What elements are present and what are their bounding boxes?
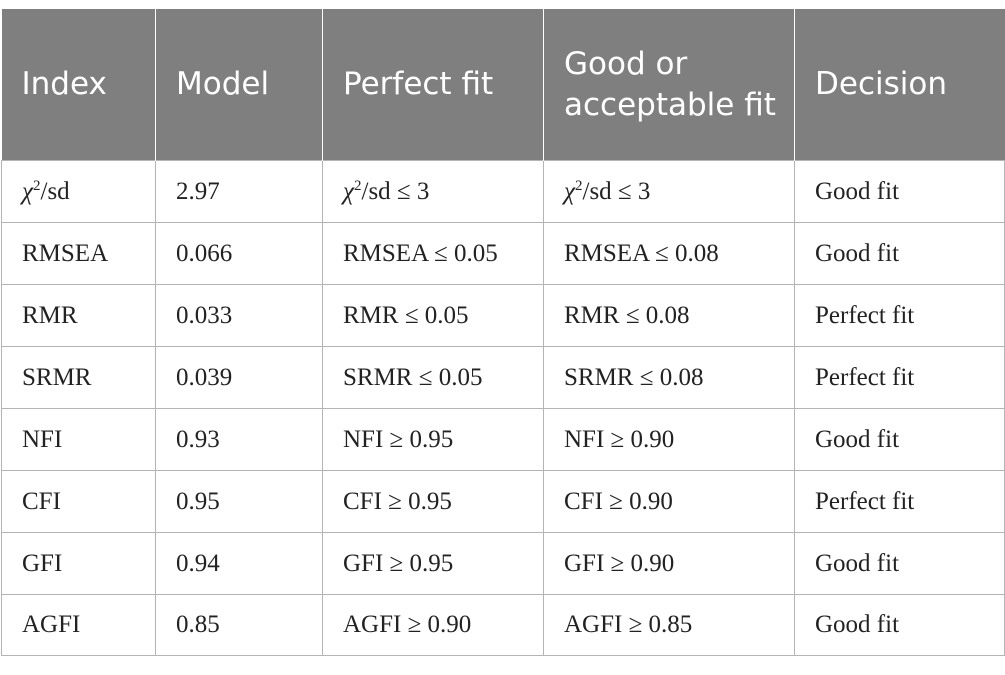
cell-decision: Good fit <box>794 594 1005 656</box>
cell-model: 0.85 <box>155 594 323 656</box>
table-header-row: Index Model Perfect fit Good or acceptab… <box>1 9 1005 161</box>
cell-model: 0.95 <box>155 470 323 533</box>
cell-perfect-fit: RMSEA ≤ 0.05 <box>322 222 544 285</box>
cell-good-fit: SRMR ≤ 0.08 <box>543 346 795 409</box>
cell-index: χ2/sd <box>1 160 156 223</box>
cell-decision: Perfect fit <box>794 284 1005 347</box>
cell-model: 0.94 <box>155 532 323 595</box>
cell-model: 0.93 <box>155 408 323 471</box>
cell-model: 0.033 <box>155 284 323 347</box>
cell-decision: Good fit <box>794 160 1005 223</box>
cell-index: CFI <box>1 470 156 533</box>
cell-model: 0.039 <box>155 346 323 409</box>
table-row: CFI 0.95 CFI ≥ 0.95 CFI ≥ 0.90 Perfect fit <box>1 470 1005 533</box>
table-row: SRMR 0.039 SRMR ≤ 0.05 SRMR ≤ 0.08 Perfect f… <box>1 346 1005 409</box>
cell-perfect-fit: NFI ≥ 0.95 <box>322 408 544 471</box>
cell-model: 0.066 <box>155 222 323 285</box>
cell-good-fit: GFI ≥ 0.90 <box>543 532 795 595</box>
cell-good-fit: RMSEA ≤ 0.08 <box>543 222 795 285</box>
cell-good-fit: χ2/sd ≤ 3 <box>543 160 795 223</box>
cell-perfect-fit: CFI ≥ 0.95 <box>322 470 544 533</box>
cell-index: RMSEA <box>1 222 156 285</box>
cell-index: NFI <box>1 408 156 471</box>
cell-index: RMR <box>1 284 156 347</box>
table-row: NFI 0.93 NFI ≥ 0.95 NFI ≥ 0.90 Good fit <box>1 408 1005 471</box>
cell-decision: Perfect fit <box>794 470 1005 533</box>
table-row: AGFI 0.85 AGFI ≥ 0.90 AGFI ≥ 0.85 Good fit <box>1 594 1005 656</box>
cell-perfect-fit: SRMR ≤ 0.05 <box>322 346 544 409</box>
table-row: GFI 0.94 GFI ≥ 0.95 GFI ≥ 0.90 Good fit <box>1 532 1005 595</box>
cell-perfect-fit: RMR ≤ 0.05 <box>322 284 544 347</box>
cell-perfect-fit: GFI ≥ 0.95 <box>322 532 544 595</box>
cell-model: 2.97 <box>155 160 323 223</box>
header-perfect-fit: Perfect fit <box>322 9 544 161</box>
header-decision: Decision <box>794 9 1005 161</box>
cell-decision: Good fit <box>794 532 1005 595</box>
cell-decision: Good fit <box>794 222 1005 285</box>
table-row: RMR 0.033 RMR ≤ 0.05 RMR ≤ 0.08 Perfect fit <box>1 284 1005 347</box>
table-row: χ2/sd 2.97 χ2/sd ≤ 3 χ2/sd ≤ 3 Good fit <box>1 160 1005 223</box>
cell-decision: Perfect fit <box>794 346 1005 409</box>
cell-good-fit: NFI ≥ 0.90 <box>543 408 795 471</box>
cell-good-fit: CFI ≥ 0.90 <box>543 470 795 533</box>
table-row: RMSEA 0.066 RMSEA ≤ 0.05 RMSEA ≤ 0.08 Good f… <box>1 222 1005 285</box>
header-model: Model <box>155 9 323 161</box>
header-index: Index <box>1 9 156 161</box>
cell-good-fit: RMR ≤ 0.08 <box>543 284 795 347</box>
cell-perfect-fit: AGFI ≥ 0.90 <box>322 594 544 656</box>
cell-index: AGFI <box>1 594 156 656</box>
cell-decision: Good fit <box>794 408 1005 471</box>
header-good-fit: Good or acceptable fit <box>543 9 795 161</box>
cell-index: GFI <box>1 532 156 595</box>
fit-indices-table: Index Model Perfect fit Good or acceptab… <box>1 9 1005 656</box>
cell-good-fit: AGFI ≥ 0.85 <box>543 594 795 656</box>
cell-index: SRMR <box>1 346 156 409</box>
cell-perfect-fit: χ2/sd ≤ 3 <box>322 160 544 223</box>
